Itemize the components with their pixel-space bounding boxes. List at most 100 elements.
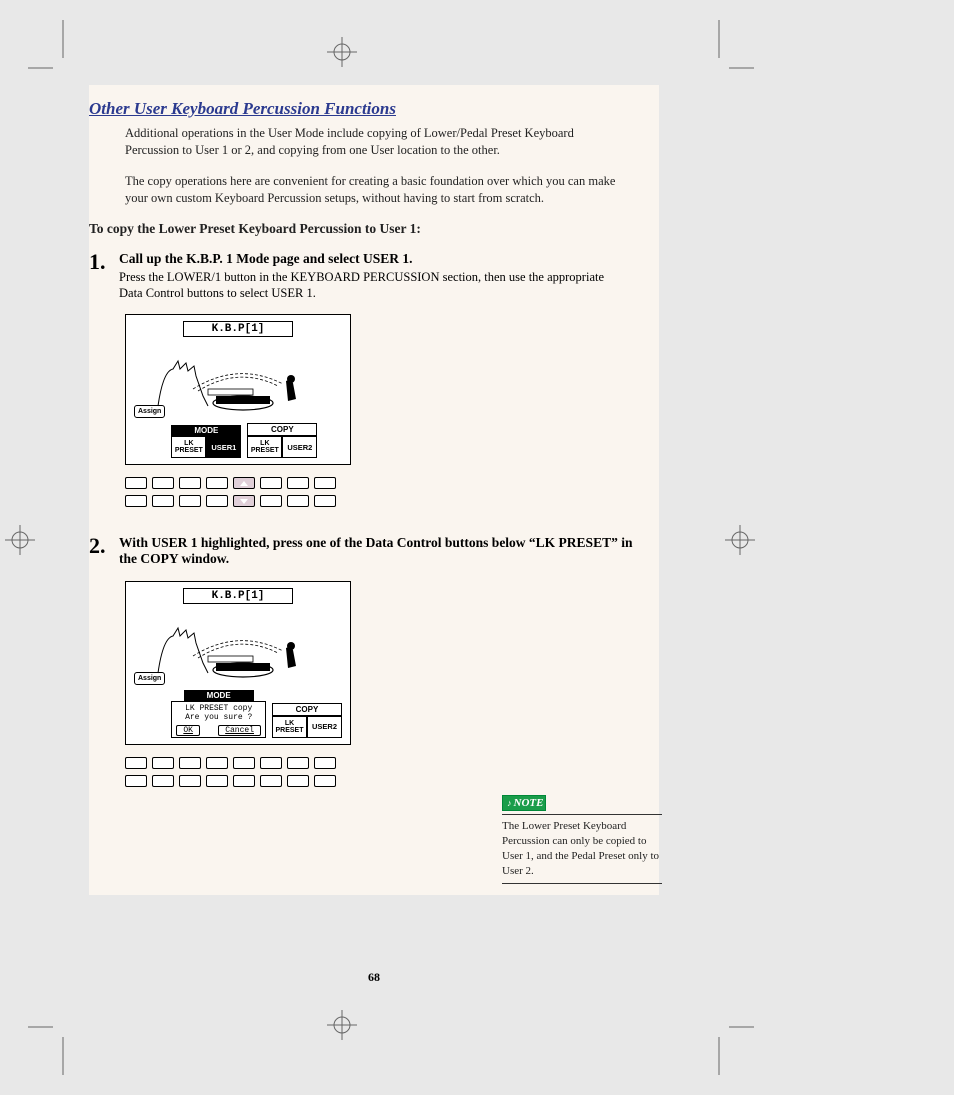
ctrl-button-down-0[interactable]	[125, 495, 147, 507]
lcd-1-copy-lkpreset: LK PRESET	[247, 436, 282, 458]
reg-mark-bottom	[322, 1005, 362, 1045]
triangle-up-icon	[267, 760, 275, 765]
ctrl-button-down-6[interactable]	[287, 495, 309, 507]
ctrl-button-up-7[interactable]	[314, 477, 336, 489]
triangle-down-icon	[294, 778, 302, 783]
data-control-buttons-2	[89, 757, 649, 787]
step-1: 1. Call up the K.B.P. 1 Mode page and se…	[89, 251, 649, 303]
intro-paragraph-1: Additional operations in the User Mode i…	[125, 125, 649, 159]
ctrl-button-down-7[interactable]	[314, 495, 336, 507]
ctrl-button-up-2[interactable]	[179, 477, 201, 489]
triangle-down-icon	[213, 499, 221, 504]
triangle-up-icon	[132, 481, 140, 486]
step-1-desc: Press the LOWER/1 button in the KEYBOARD…	[119, 269, 649, 303]
button-row-up	[125, 757, 649, 769]
triangle-down-icon	[294, 499, 302, 504]
ctrl-button-down-0[interactable]	[125, 775, 147, 787]
lcd-1-mode-user1: USER1	[206, 436, 241, 458]
triangle-down-icon	[186, 499, 194, 504]
button-row-down	[125, 495, 649, 507]
lcd-2-dialog-line1: LK PRESET copy	[176, 704, 261, 713]
triangle-up-icon	[213, 760, 221, 765]
step-1-title: Call up the K.B.P. 1 Mode page and selec…	[119, 251, 649, 267]
ctrl-button-up-0[interactable]	[125, 477, 147, 489]
triangle-down-icon	[132, 499, 140, 504]
ctrl-button-up-2[interactable]	[179, 757, 201, 769]
ctrl-button-up-3[interactable]	[206, 757, 228, 769]
lcd-2-cancel-button: Cancel	[218, 725, 261, 736]
note-text: The Lower Preset Keyboard Percussion can…	[502, 819, 662, 878]
ctrl-button-up-6[interactable]	[287, 477, 309, 489]
triangle-down-icon	[213, 778, 221, 783]
lcd-2-mode-dialog: MODE LK PRESET copy Are you sure ? OK Ca…	[171, 690, 266, 738]
ctrl-button-up-4[interactable]	[233, 757, 255, 769]
triangle-up-icon	[240, 760, 248, 765]
ctrl-button-down-4[interactable]	[233, 495, 255, 507]
note-rule-bottom	[502, 883, 662, 884]
lcd-1-mode-lkpreset: LK PRESET	[171, 436, 206, 458]
triangle-down-icon	[321, 499, 329, 504]
step-1-number: 1.	[89, 251, 119, 303]
triangle-down-icon	[240, 499, 248, 504]
triangle-up-icon	[267, 481, 275, 486]
ctrl-button-down-1[interactable]	[152, 775, 174, 787]
lcd-screen-2: K.B.P[1] Assign MODE LK	[125, 581, 351, 745]
lcd-screen-1: K.B.P[1] Assign MODE LK	[125, 314, 351, 465]
triangle-down-icon	[159, 499, 167, 504]
crop-mark-tr	[714, 20, 754, 80]
note-rule-top	[502, 814, 662, 815]
ctrl-button-down-2[interactable]	[179, 775, 201, 787]
step-2: 2. With USER 1 highlighted, press one of…	[89, 535, 649, 569]
lcd-2-title: K.B.P[1]	[183, 588, 293, 604]
ctrl-button-down-3[interactable]	[206, 775, 228, 787]
note-label: ♪NOTE	[502, 795, 546, 811]
ctrl-button-down-5[interactable]	[260, 775, 282, 787]
lcd-1-mode-group: MODE LK PRESET USER1	[171, 425, 241, 458]
triangle-up-icon	[186, 481, 194, 486]
ctrl-button-up-1[interactable]	[152, 757, 174, 769]
ctrl-button-up-6[interactable]	[287, 757, 309, 769]
subsection-heading: To copy the Lower Preset Keyboard Percus…	[89, 221, 649, 237]
lcd-1-mode-label: MODE	[171, 425, 241, 436]
crop-mark-br	[714, 1015, 754, 1075]
lcd-1-copy-user2: USER2	[282, 436, 317, 458]
ctrl-button-up-1[interactable]	[152, 477, 174, 489]
ctrl-button-up-3[interactable]	[206, 477, 228, 489]
ctrl-button-down-6[interactable]	[287, 775, 309, 787]
triangle-down-icon	[267, 499, 275, 504]
ctrl-button-down-2[interactable]	[179, 495, 201, 507]
lcd-2-dialog: LK PRESET copy Are you sure ? OK Cancel	[171, 701, 266, 738]
ctrl-button-down-3[interactable]	[206, 495, 228, 507]
triangle-up-icon	[186, 760, 194, 765]
triangle-up-icon	[213, 481, 221, 486]
document-page: Other User Keyboard Percussion Functions…	[89, 85, 659, 895]
crop-mark-bl	[28, 1015, 68, 1075]
triangle-down-icon	[132, 778, 140, 783]
ctrl-button-up-4[interactable]	[233, 477, 255, 489]
ctrl-button-up-0[interactable]	[125, 757, 147, 769]
ctrl-button-down-7[interactable]	[314, 775, 336, 787]
reg-mark-top	[322, 32, 362, 72]
lcd-2-mode-label: MODE	[184, 690, 254, 701]
triangle-down-icon	[159, 778, 167, 783]
ctrl-button-up-5[interactable]	[260, 757, 282, 769]
triangle-up-icon	[159, 760, 167, 765]
button-row-up	[125, 477, 649, 489]
ctrl-button-down-1[interactable]	[152, 495, 174, 507]
reg-mark-right	[720, 520, 760, 560]
page-number: 68	[89, 970, 659, 985]
ctrl-button-up-7[interactable]	[314, 757, 336, 769]
triangle-up-icon	[294, 481, 302, 486]
triangle-up-icon	[132, 760, 140, 765]
ctrl-button-down-4[interactable]	[233, 775, 255, 787]
note-box: ♪NOTE The Lower Preset Keyboard Percussi…	[502, 793, 662, 888]
ctrl-button-down-5[interactable]	[260, 495, 282, 507]
button-row-down	[125, 775, 649, 787]
triangle-down-icon	[186, 778, 194, 783]
ctrl-button-up-5[interactable]	[260, 477, 282, 489]
triangle-up-icon	[294, 760, 302, 765]
lcd-2-copy-lkpreset: LK PRESET	[272, 716, 307, 738]
crop-mark-tl	[28, 20, 68, 80]
triangle-up-icon	[321, 481, 329, 486]
lcd-2-illustration	[134, 608, 342, 686]
